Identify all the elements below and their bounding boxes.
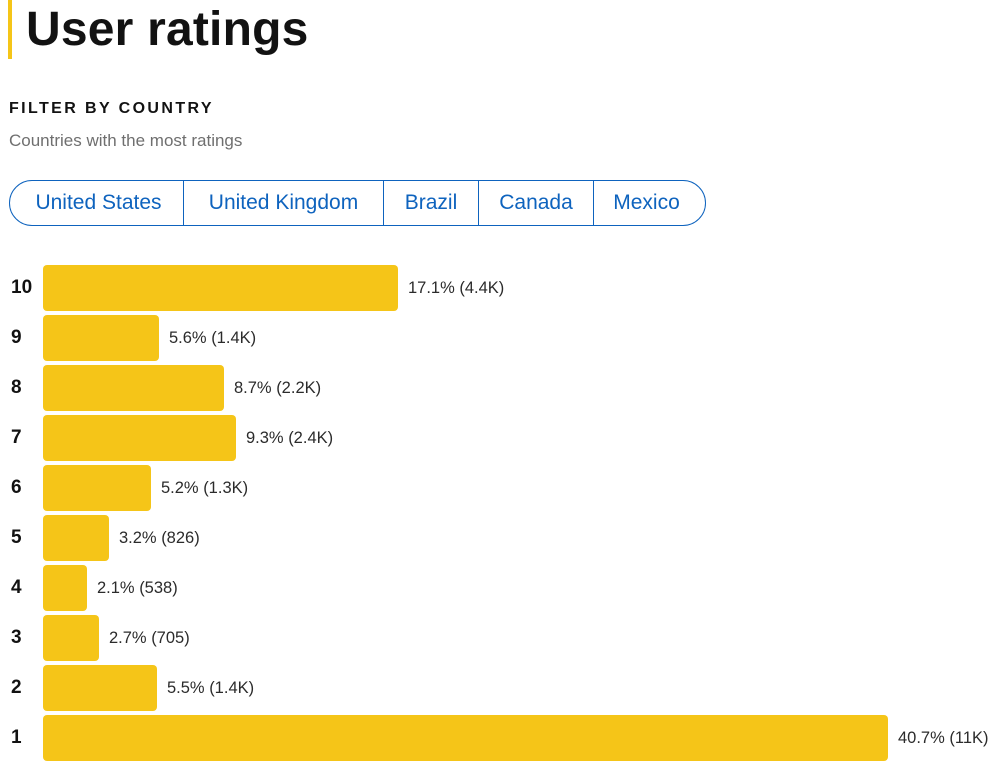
rating-value-label: 5.6% (1.4K) bbox=[169, 328, 257, 347]
rating-label: 5 bbox=[11, 527, 22, 548]
rating-row-4: 4 2.1% (538) bbox=[0, 565, 1002, 611]
rating-value-label: 3.2% (826) bbox=[119, 528, 200, 547]
rating-label: 3 bbox=[11, 627, 22, 648]
rating-label: 2 bbox=[11, 677, 22, 698]
rating-row-1: 1 40.7% (11K) bbox=[0, 715, 1002, 761]
rating-row-10: 10 17.1% (4.4K) bbox=[0, 265, 1002, 311]
rating-bar[interactable] bbox=[43, 565, 87, 611]
rating-bar[interactable] bbox=[43, 715, 888, 761]
country-chip-canada[interactable]: Canada bbox=[479, 181, 594, 225]
rating-bar[interactable] bbox=[43, 615, 99, 661]
rating-value-label: 8.7% (2.2K) bbox=[234, 378, 322, 397]
rating-row-6: 6 5.2% (1.3K) bbox=[0, 465, 1002, 511]
rating-bar[interactable] bbox=[43, 315, 159, 361]
rating-bar[interactable] bbox=[43, 415, 236, 461]
rating-value-label: 5.2% (1.3K) bbox=[161, 478, 249, 497]
rating-label: 10 bbox=[11, 277, 33, 298]
filter-heading: FILTER BY COUNTRY bbox=[9, 100, 214, 117]
rating-row-7: 7 9.3% (2.4K) bbox=[0, 415, 1002, 461]
rating-value-label: 17.1% (4.4K) bbox=[408, 278, 505, 297]
rating-label: 7 bbox=[11, 427, 22, 448]
rating-bar[interactable] bbox=[43, 515, 109, 561]
rating-value-label: 9.3% (2.4K) bbox=[246, 428, 334, 447]
title-block: User ratings bbox=[8, 0, 309, 59]
rating-bar[interactable] bbox=[43, 365, 224, 411]
page-title: User ratings bbox=[26, 2, 309, 56]
country-chip-united-kingdom[interactable]: United Kingdom bbox=[184, 181, 384, 225]
rating-value-label: 5.5% (1.4K) bbox=[167, 678, 255, 697]
rating-row-9: 9 5.6% (1.4K) bbox=[0, 315, 1002, 361]
rating-value-label: 2.1% (538) bbox=[97, 578, 178, 597]
rating-label: 4 bbox=[11, 577, 22, 598]
rating-label: 9 bbox=[11, 327, 22, 348]
filter-subtitle: Countries with the most ratings bbox=[9, 131, 243, 150]
rating-bar[interactable] bbox=[43, 265, 398, 311]
rating-value-label: 40.7% (11K) bbox=[898, 728, 989, 747]
rating-label: 8 bbox=[11, 377, 22, 398]
rating-row-5: 5 3.2% (826) bbox=[0, 515, 1002, 561]
rating-row-8: 8 8.7% (2.2K) bbox=[0, 365, 1002, 411]
rating-row-3: 3 2.7% (705) bbox=[0, 615, 1002, 661]
rating-bar[interactable] bbox=[43, 665, 157, 711]
rating-row-2: 2 5.5% (1.4K) bbox=[0, 665, 1002, 711]
rating-bar[interactable] bbox=[43, 465, 151, 511]
country-chip-united-states[interactable]: United States bbox=[10, 181, 184, 225]
rating-label: 1 bbox=[11, 727, 22, 748]
country-chip-mexico[interactable]: Mexico bbox=[613, 191, 680, 214]
country-chip-brazil[interactable]: Brazil bbox=[384, 181, 479, 225]
rating-label: 6 bbox=[11, 477, 22, 498]
country-filter-chips: United States United Kingdom Brazil Cana… bbox=[9, 180, 706, 226]
rating-value-label: 2.7% (705) bbox=[109, 628, 190, 647]
